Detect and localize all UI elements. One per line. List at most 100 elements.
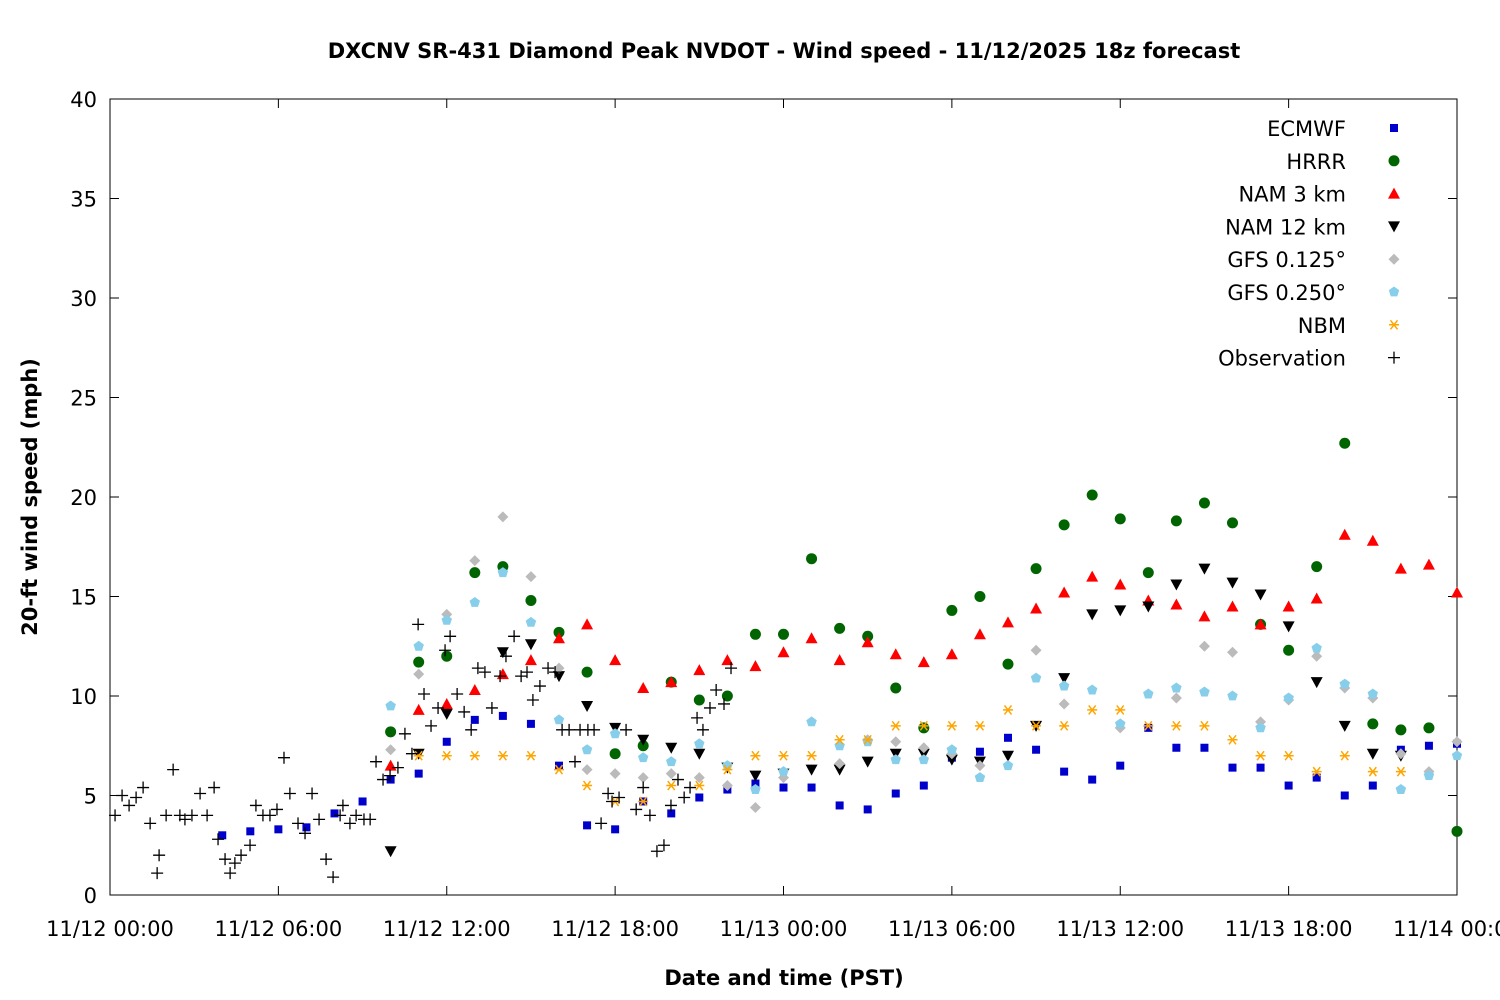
data-point <box>1284 781 1293 790</box>
data-point <box>194 787 207 800</box>
data-point <box>1367 718 1379 730</box>
data-point <box>1087 684 1098 695</box>
data-point <box>494 670 507 683</box>
data-point <box>710 684 723 697</box>
data-point <box>581 700 594 712</box>
y-tick-label: 5 <box>84 785 97 809</box>
data-point <box>1227 734 1238 745</box>
data-point <box>945 754 958 766</box>
data-point <box>1340 791 1349 800</box>
data-point <box>678 791 691 804</box>
x-tick-label: 11/13 18:00 <box>1225 917 1353 941</box>
data-point <box>749 801 761 813</box>
data-point <box>1114 578 1127 590</box>
data-point <box>1002 658 1014 670</box>
data-point <box>581 764 593 776</box>
data-point <box>1003 704 1013 715</box>
data-point <box>1058 680 1070 691</box>
data-point <box>1086 609 1099 621</box>
data-point <box>749 770 762 782</box>
data-point <box>524 654 537 666</box>
legend-label: Observation <box>1218 347 1346 371</box>
series-hrrr <box>385 437 1463 837</box>
data-point <box>1170 515 1182 527</box>
data-point <box>441 650 453 662</box>
data-point <box>696 723 709 736</box>
data-point <box>478 666 491 679</box>
data-point <box>249 799 262 812</box>
data-point <box>974 720 985 731</box>
data-point <box>1451 750 1463 761</box>
data-point <box>1451 736 1463 748</box>
data-point <box>718 697 731 710</box>
data-point <box>137 781 150 794</box>
legend-label: HRRR <box>1286 150 1346 174</box>
data-point <box>861 756 874 768</box>
data-point <box>693 748 706 760</box>
data-point <box>778 766 789 777</box>
data-point <box>750 750 761 761</box>
data-point <box>302 823 311 832</box>
data-point <box>611 825 620 834</box>
data-point <box>330 809 339 818</box>
data-point <box>377 773 390 786</box>
series-nbm <box>413 704 1406 807</box>
data-point <box>1255 750 1266 761</box>
data-point <box>834 734 845 745</box>
y-axis-label: 20-ft wind speed (mph) <box>18 358 42 636</box>
data-point <box>1058 698 1070 710</box>
data-point <box>109 809 122 822</box>
data-point <box>602 787 615 800</box>
data-point <box>891 789 900 798</box>
data-point <box>1199 686 1210 697</box>
data-point <box>1282 621 1295 633</box>
data-point <box>667 809 676 818</box>
data-point <box>695 793 704 802</box>
data-point <box>751 779 760 788</box>
data-point <box>1227 690 1238 701</box>
data-point <box>525 571 537 583</box>
data-point <box>583 821 592 830</box>
data-point <box>1058 673 1071 685</box>
data-point <box>299 827 312 840</box>
data-point <box>1059 720 1070 731</box>
data-point <box>185 809 198 822</box>
data-point <box>693 664 706 676</box>
data-point <box>1339 750 1350 761</box>
data-point <box>413 640 424 651</box>
data-point <box>398 727 411 740</box>
data-point <box>805 632 818 644</box>
data-point <box>219 853 232 866</box>
data-point <box>412 703 425 715</box>
data-point <box>834 622 846 634</box>
data-point <box>212 833 225 846</box>
data-point <box>1368 781 1377 790</box>
data-point <box>1171 682 1182 693</box>
data-point <box>1312 773 1321 782</box>
data-point <box>749 660 762 672</box>
data-point <box>384 846 397 858</box>
data-point <box>1311 561 1323 573</box>
data-point <box>283 787 296 800</box>
data-point <box>413 656 425 668</box>
data-point <box>306 787 319 800</box>
data-point <box>833 764 846 776</box>
data-point <box>606 795 619 808</box>
y-tick-label: 35 <box>70 188 97 212</box>
data-point <box>833 654 846 666</box>
data-point <box>525 750 536 761</box>
data-point <box>1199 720 1210 731</box>
data-point <box>370 755 383 768</box>
data-point <box>470 715 479 724</box>
data-point <box>1114 605 1127 617</box>
data-point <box>441 614 452 625</box>
data-point <box>274 825 283 834</box>
data-point <box>1366 534 1379 546</box>
data-point <box>1114 513 1126 525</box>
data-point <box>1339 437 1351 449</box>
data-point <box>160 809 173 822</box>
data-point <box>563 723 576 736</box>
data-point <box>1338 720 1351 732</box>
data-point <box>722 764 733 775</box>
data-point <box>358 797 367 806</box>
